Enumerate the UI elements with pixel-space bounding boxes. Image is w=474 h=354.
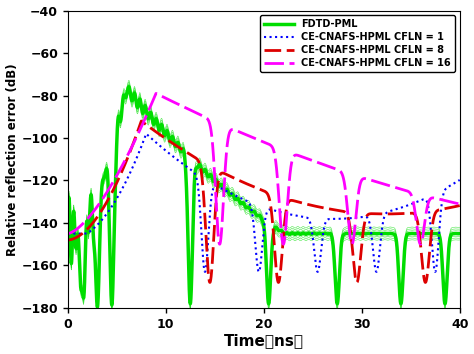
Y-axis label: Relative reflection error (dB): Relative reflection error (dB) (6, 63, 18, 256)
FDTD-PML (376, 231, 382, 235)
FDTD-PML (85, 223, 91, 228)
CE-CNAFS-HPML CFLN = 8 (138, 119, 144, 123)
Line: CE-CNAFS-HPML CFLN = 16: CE-CNAFS-HPML CFLN = 16 (68, 93, 460, 244)
CE-CNAFS-HPML CFLN = 16 (418, 242, 423, 246)
FDTD-PML (207, 173, 213, 177)
CE-CNAFS-HPML CFLN = 1 (207, 214, 212, 218)
FDTD-PML (314, 232, 320, 236)
FDTD-PML (297, 232, 302, 236)
CE-CNAFS-HPML CFLN = 8 (457, 204, 463, 208)
Line: CE-CNAFS-HPML CFLN = 1: CE-CNAFS-HPML CFLN = 1 (68, 134, 460, 272)
FDTD-PML (457, 232, 463, 236)
CE-CNAFS-HPML CFLN = 16 (85, 217, 91, 221)
CE-CNAFS-HPML CFLN = 1 (314, 268, 319, 273)
CE-CNAFS-HPML CFLN = 1 (65, 232, 71, 236)
FDTD-PML (356, 231, 361, 235)
CE-CNAFS-HPML CFLN = 1 (143, 132, 149, 136)
CE-CNAFS-HPML CFLN = 8 (297, 200, 302, 205)
X-axis label: Time（ns）: Time（ns） (224, 333, 304, 348)
CE-CNAFS-HPML CFLN = 1 (376, 252, 382, 257)
CE-CNAFS-HPML CFLN = 1 (432, 270, 438, 274)
Legend: FDTD-PML, CE-CNAFS-HPML CFLN = 1, CE-CNAFS-HPML CFLN = 8, CE-CNAFS-HPML CFLN = 1: FDTD-PML, CE-CNAFS-HPML CFLN = 1, CE-CNA… (261, 16, 455, 72)
CE-CNAFS-HPML CFLN = 16 (457, 202, 463, 206)
CE-CNAFS-HPML CFLN = 16 (297, 154, 302, 158)
CE-CNAFS-HPML CFLN = 8 (314, 204, 319, 209)
CE-CNAFS-HPML CFLN = 16 (65, 232, 71, 236)
CE-CNAFS-HPML CFLN = 1 (457, 178, 463, 182)
CE-CNAFS-HPML CFLN = 16 (314, 160, 319, 164)
CE-CNAFS-HPML CFLN = 8 (422, 280, 428, 285)
CE-CNAFS-HPML CFLN = 16 (207, 122, 212, 126)
FDTD-PML (94, 305, 100, 309)
FDTD-PML (65, 232, 71, 236)
CE-CNAFS-HPML CFLN = 8 (65, 238, 71, 242)
CE-CNAFS-HPML CFLN = 1 (297, 214, 302, 218)
CE-CNAFS-HPML CFLN = 1 (85, 231, 91, 235)
FDTD-PML (126, 85, 132, 89)
CE-CNAFS-HPML CFLN = 16 (376, 181, 382, 185)
CE-CNAFS-HPML CFLN = 8 (207, 280, 212, 285)
CE-CNAFS-HPML CFLN = 16 (153, 91, 159, 96)
Line: CE-CNAFS-HPML CFLN = 8: CE-CNAFS-HPML CFLN = 8 (68, 121, 460, 282)
CE-CNAFS-HPML CFLN = 16 (356, 192, 361, 196)
CE-CNAFS-HPML CFLN = 1 (356, 215, 361, 219)
CE-CNAFS-HPML CFLN = 8 (85, 227, 91, 231)
CE-CNAFS-HPML CFLN = 8 (356, 275, 361, 279)
CE-CNAFS-HPML CFLN = 8 (376, 212, 382, 216)
Line: FDTD-PML: FDTD-PML (68, 87, 460, 307)
